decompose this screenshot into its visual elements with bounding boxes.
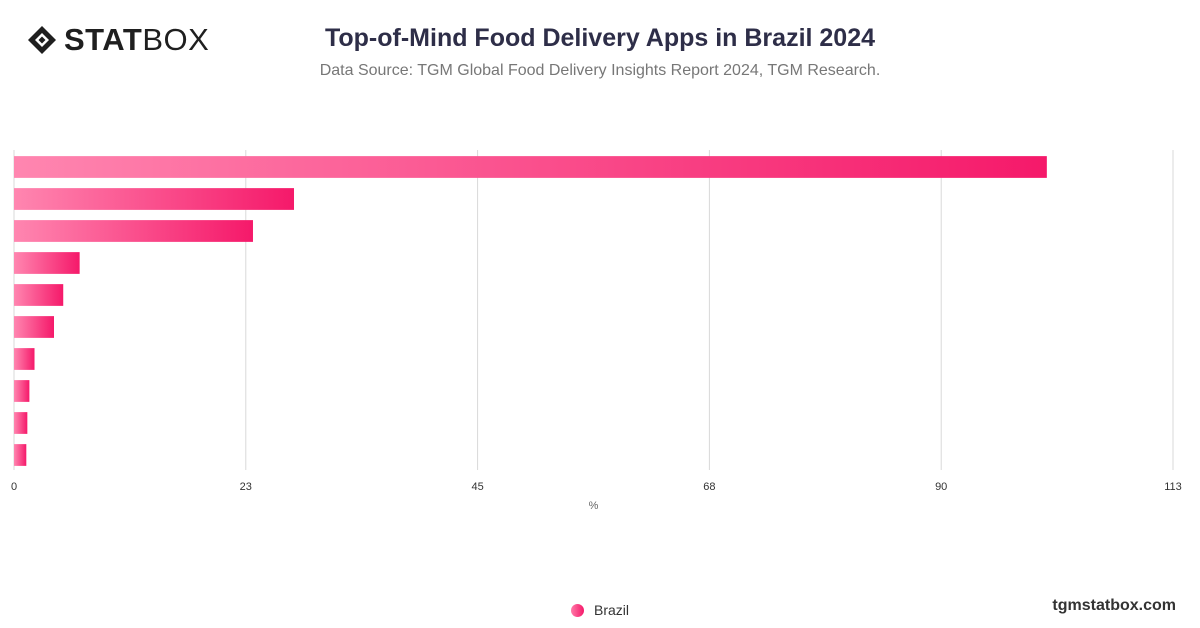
bar xyxy=(14,380,30,402)
bar xyxy=(14,156,1047,178)
x-axis-label: % xyxy=(589,500,599,512)
logo-wordmark-light: BOX xyxy=(142,22,210,57)
legend-label-brazil: Brazil xyxy=(593,602,629,618)
bar xyxy=(14,188,295,210)
logo-wordmark: STATBOX xyxy=(64,22,209,58)
statbox-logo-icon xyxy=(28,26,56,54)
bar xyxy=(14,316,55,338)
logo-wordmark-bold: STAT xyxy=(64,22,143,57)
bar xyxy=(14,284,64,306)
chart-subtitle: Data Source: TGM Global Food Delivery In… xyxy=(319,62,881,79)
bar xyxy=(14,252,80,274)
bar xyxy=(14,220,253,242)
bar xyxy=(14,412,28,434)
legend-marker-brazil xyxy=(570,603,584,617)
chart-title: Top-of-Mind Food Delivery Apps in Brazil… xyxy=(324,24,876,52)
source-url[interactable]: tgmstatbox.com xyxy=(1052,597,1176,614)
x-tick-label: 113 xyxy=(1164,481,1182,493)
x-tick-label: 0 xyxy=(11,481,17,493)
statbox-logo: STATBOX xyxy=(26,22,209,58)
x-tick-label: 68 xyxy=(703,481,715,493)
chart-legend[interactable]: Brazil xyxy=(0,602,1200,618)
bar xyxy=(14,348,35,370)
bar-chart: 0 23 45 68 90 113% xyxy=(11,150,1182,512)
bar xyxy=(14,444,27,466)
x-tick-label: 45 xyxy=(471,481,483,493)
x-tick-label: 90 xyxy=(935,481,947,493)
x-tick-label: 23 xyxy=(240,481,252,493)
